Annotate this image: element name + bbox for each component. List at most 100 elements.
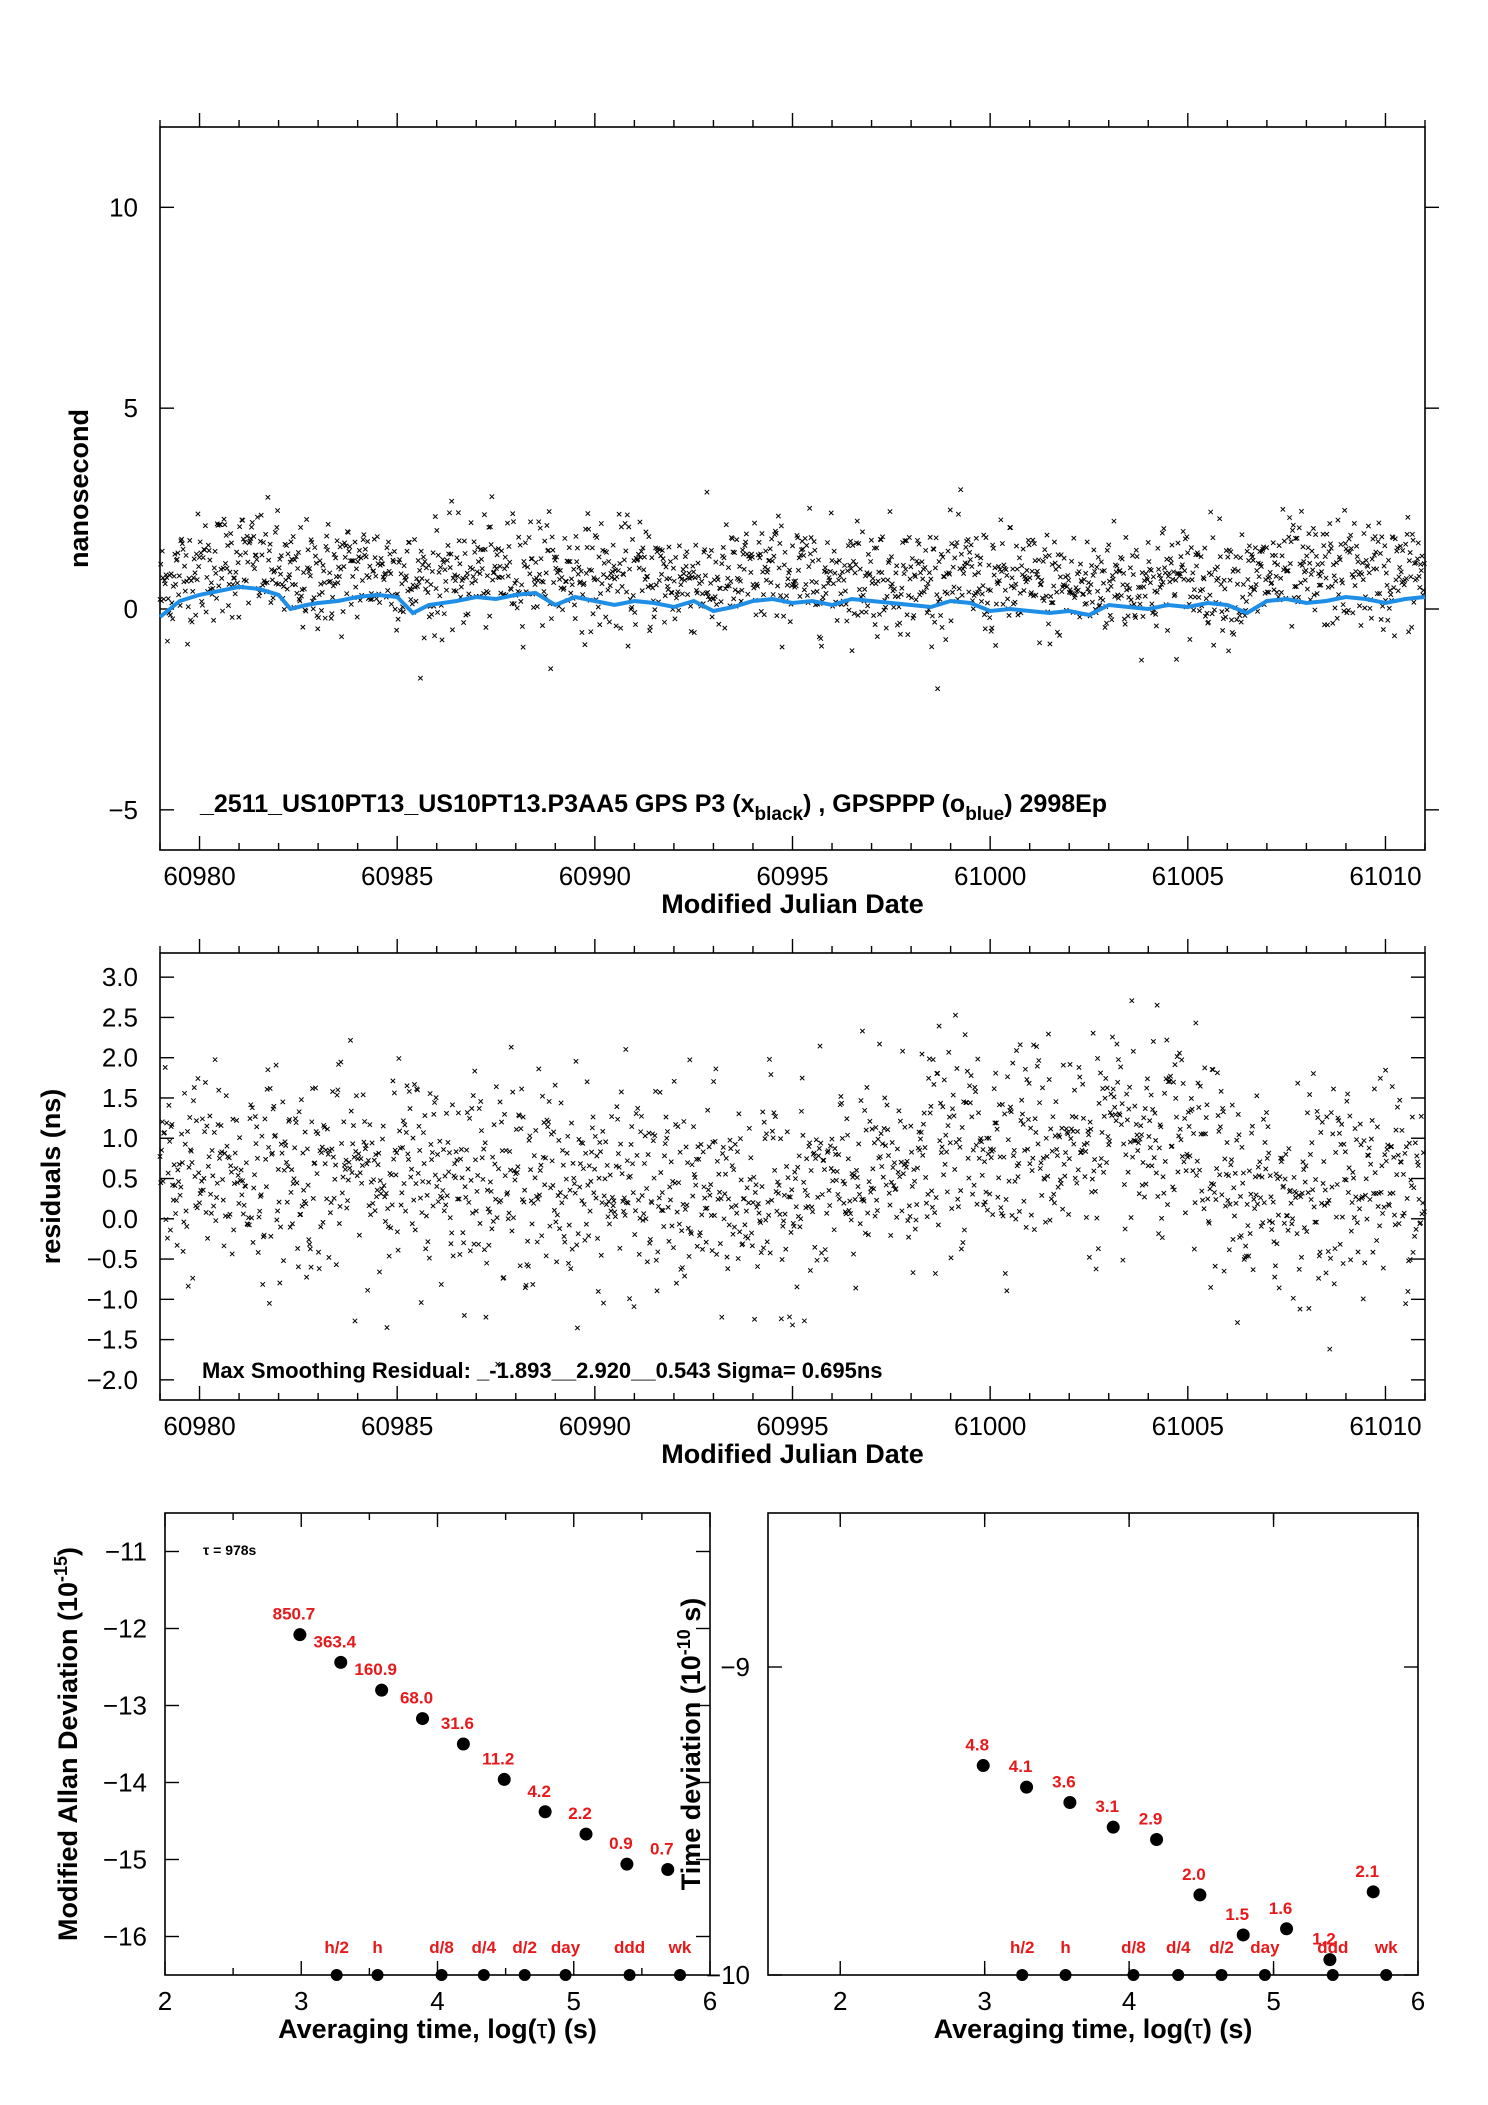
residuals-point xyxy=(602,1176,608,1182)
residuals-point xyxy=(1127,1084,1133,1090)
residuals-point xyxy=(1256,1173,1262,1179)
residuals-point xyxy=(723,1155,729,1161)
residuals-point xyxy=(1037,1165,1043,1172)
residuals-point xyxy=(1100,1169,1107,1175)
timeseries-point xyxy=(1138,657,1145,663)
timeseries-point xyxy=(1256,574,1262,580)
timeseries-point xyxy=(1348,545,1354,552)
residuals-point xyxy=(1150,1038,1156,1044)
timeseries-point xyxy=(845,543,851,549)
timeseries-point xyxy=(813,579,819,585)
timeseries-point xyxy=(251,566,258,572)
residuals-point xyxy=(1106,1138,1113,1144)
timeseries-point xyxy=(213,595,220,601)
residuals-point xyxy=(1278,1159,1284,1165)
residuals-point xyxy=(798,1108,804,1114)
residuals-point xyxy=(162,1064,168,1070)
timeseries-point xyxy=(565,558,572,565)
timeseries-point xyxy=(751,520,758,526)
timeseries-point xyxy=(671,578,677,584)
residuals-point xyxy=(1227,1201,1233,1207)
timeseries-point xyxy=(1332,605,1338,611)
timeseries-point xyxy=(1031,541,1037,547)
residuals-point xyxy=(189,1159,195,1166)
residuals-point xyxy=(594,1153,600,1159)
timeseries-point xyxy=(211,617,217,623)
residuals-point xyxy=(913,1217,919,1223)
residuals-point xyxy=(787,1194,793,1200)
timeseries-point xyxy=(1009,575,1015,581)
timeseries-point xyxy=(871,613,877,619)
residuals-point xyxy=(542,1155,549,1161)
timeseries-point xyxy=(1157,584,1163,590)
residuals-point xyxy=(775,1179,781,1185)
residuals-point xyxy=(219,1149,225,1155)
residuals-point xyxy=(566,1222,572,1228)
residuals-point xyxy=(845,1132,851,1138)
residuals-point xyxy=(599,1200,605,1206)
residuals-point xyxy=(1365,1152,1372,1159)
residuals-point xyxy=(877,1154,883,1160)
timeseries-point xyxy=(171,573,177,579)
timeseries-point xyxy=(831,548,837,554)
timeseries-point xyxy=(1411,599,1417,605)
tdev-marker-dot xyxy=(1016,1969,1029,1981)
timeseries-point xyxy=(1278,575,1284,581)
timeseries-point xyxy=(1244,548,1250,554)
timeseries-point xyxy=(265,494,271,500)
residuals-point xyxy=(872,1213,878,1219)
residuals-point xyxy=(1291,1174,1297,1180)
residuals-point xyxy=(1205,1196,1211,1202)
timeseries-point xyxy=(245,600,252,606)
residuals-point xyxy=(642,1133,648,1139)
residuals-point xyxy=(1301,1225,1308,1231)
residuals-point xyxy=(1058,1181,1064,1187)
timeseries-point xyxy=(1322,553,1328,560)
timeseries-point xyxy=(1408,574,1414,580)
timeseries-point xyxy=(978,555,984,561)
residuals-point xyxy=(398,1202,404,1208)
residuals-point xyxy=(1164,1202,1171,1208)
residuals-point xyxy=(468,1177,474,1183)
timeseries-point xyxy=(559,574,565,581)
residuals-point xyxy=(557,1225,563,1232)
timeseries-point xyxy=(1218,581,1224,587)
timeseries-point xyxy=(810,558,816,564)
residuals-point xyxy=(295,1245,301,1252)
residuals-point xyxy=(1225,1197,1231,1203)
timeseries-point xyxy=(666,544,672,550)
timeseries-point xyxy=(676,607,682,613)
residuals-point xyxy=(357,1170,363,1176)
residuals-point xyxy=(259,1133,265,1139)
timeseries-point xyxy=(504,563,510,569)
timeseries-point xyxy=(1185,550,1191,556)
residuals-point xyxy=(186,1164,192,1170)
residuals-point xyxy=(791,1223,797,1229)
timeseries-point xyxy=(938,551,944,557)
timeseries-point xyxy=(1007,524,1014,531)
residuals-point xyxy=(1323,1270,1329,1276)
timeseries-point xyxy=(418,548,424,554)
timeseries-point xyxy=(1280,506,1286,512)
residuals-point xyxy=(926,1075,932,1081)
timeseries-point xyxy=(1275,562,1281,568)
timeseries-point xyxy=(884,593,890,599)
mdev-ylabel-part: -15 xyxy=(51,1556,71,1582)
residuals-point xyxy=(659,1189,665,1196)
residuals-point xyxy=(394,1150,400,1156)
residuals-point xyxy=(852,1196,858,1203)
residuals-point xyxy=(458,1156,464,1162)
timeseries-point xyxy=(543,570,549,576)
residuals-point xyxy=(1111,1094,1117,1100)
mdev-ylabel-part: ) xyxy=(53,1547,83,1556)
timeseries-point xyxy=(1417,561,1424,567)
timeseries-point xyxy=(1248,584,1254,590)
timeseries-point xyxy=(1029,568,1035,574)
timeseries-point xyxy=(448,551,454,557)
mdev-xtick-label: 5 xyxy=(567,1986,581,2016)
residuals-point xyxy=(328,1199,334,1206)
residuals-point xyxy=(1119,1101,1125,1107)
residuals-point xyxy=(473,1208,479,1214)
residuals-point xyxy=(382,1194,388,1200)
residuals-point xyxy=(722,1171,729,1177)
